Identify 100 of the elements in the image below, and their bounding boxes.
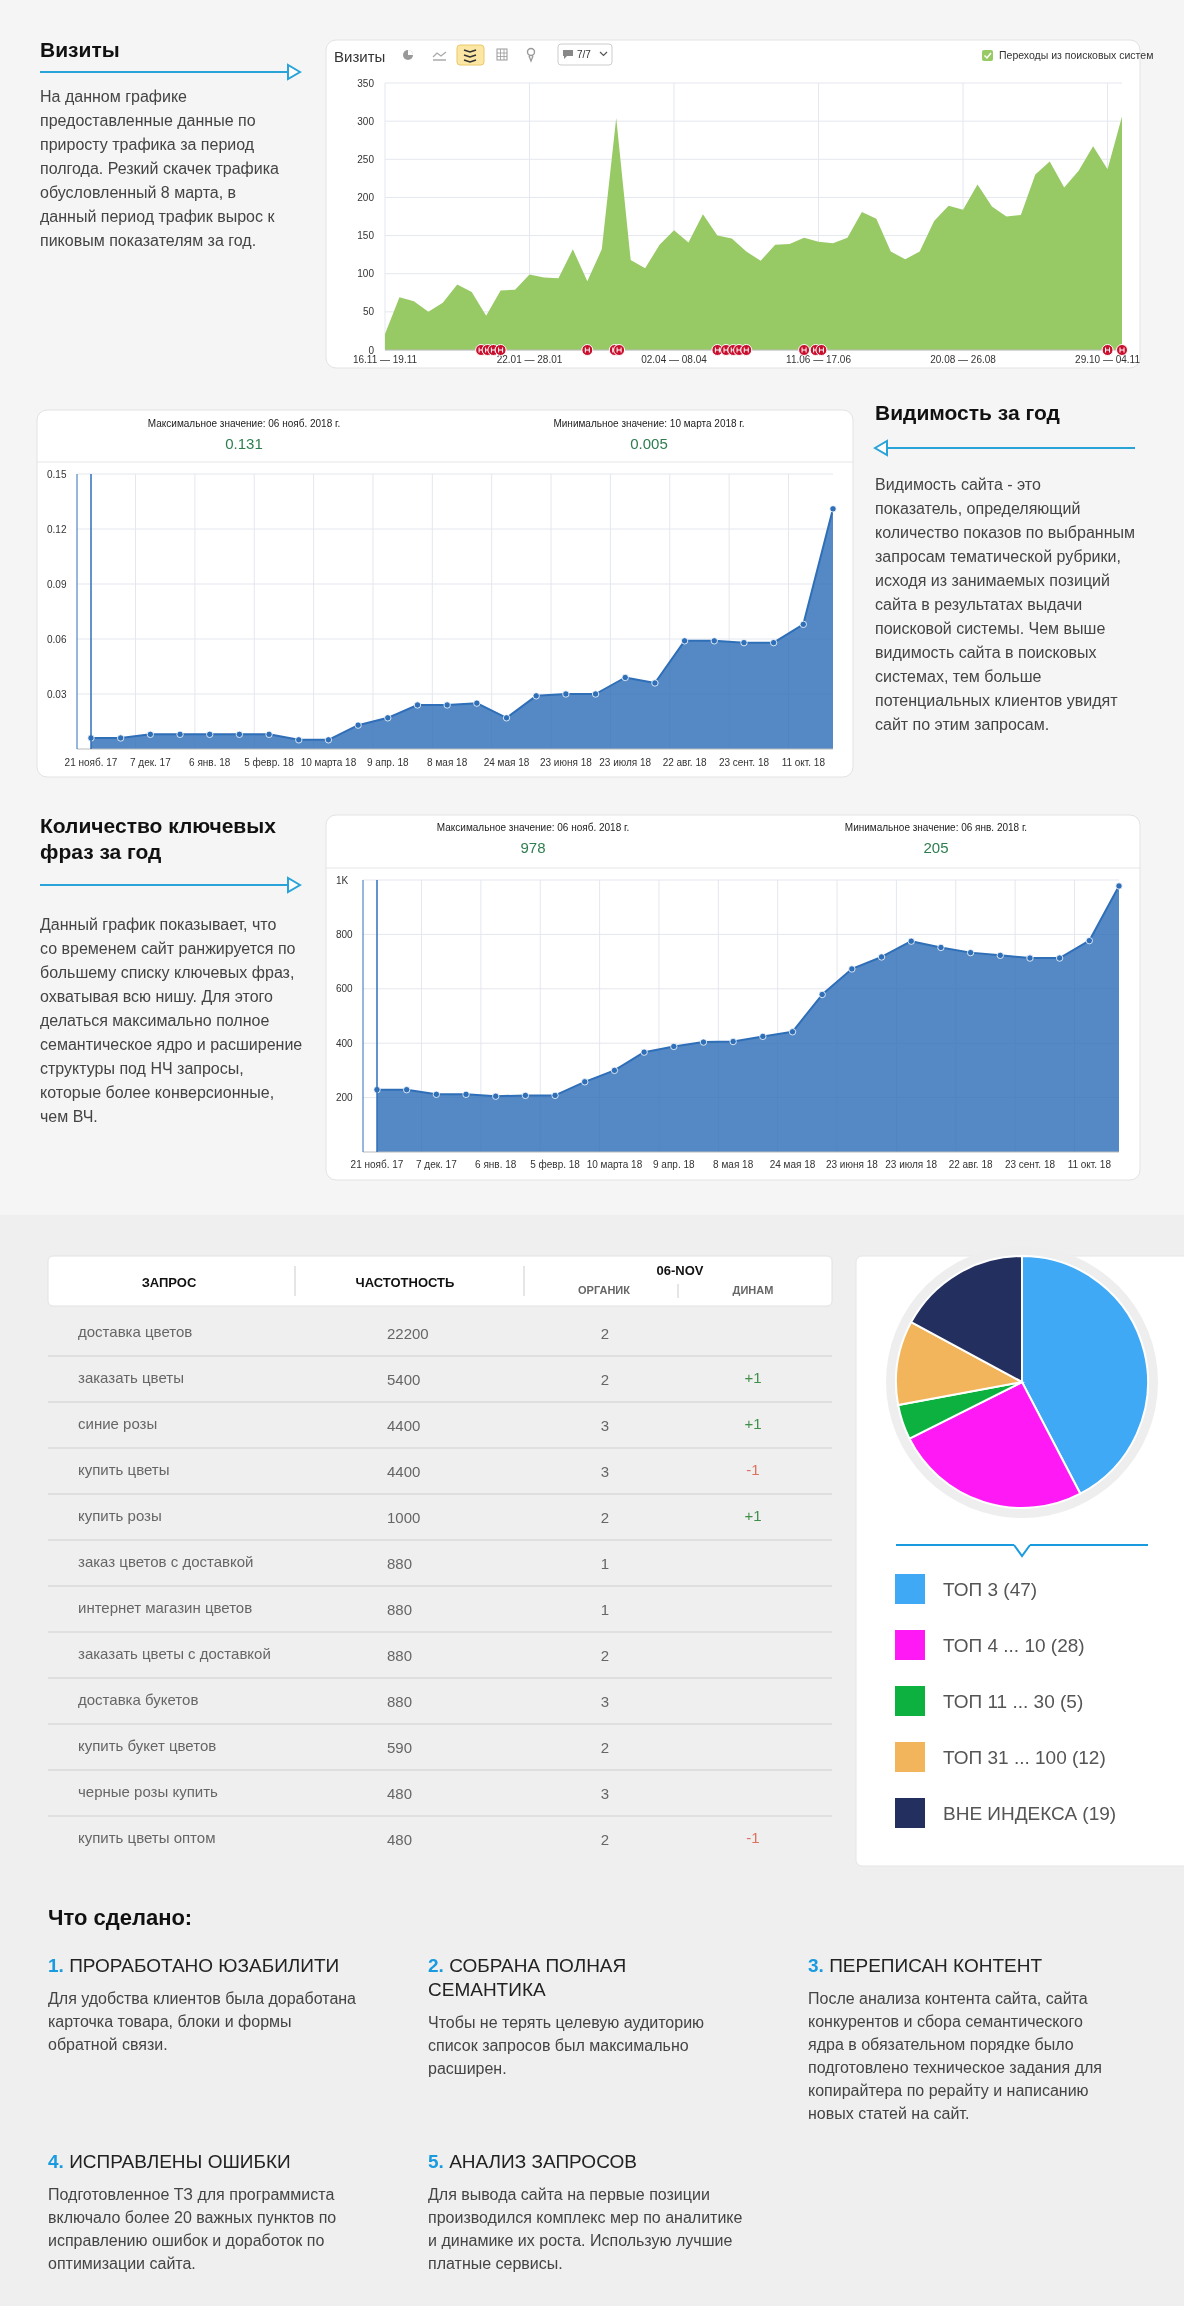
point (473, 699, 481, 707)
legend-label: Переходы из поисковых систем (999, 49, 1154, 61)
point (384, 714, 392, 722)
text: Визиты (40, 38, 120, 61)
data-label: 3 (600, 1693, 610, 1710)
text: 4. ИСПРАВЛЕНЫ ОШИБКИ (48, 2151, 291, 2172)
y-tick-label: 600 (336, 983, 354, 995)
category-label: купить цветы (78, 1461, 170, 1478)
y-tick-label: 0.12 (47, 523, 67, 535)
point (324, 736, 333, 744)
point (206, 730, 214, 738)
x-tick-label: 9 апр. 18 (367, 757, 410, 768)
point (117, 734, 125, 742)
text: Минимальное значение: 10 марта 2018 г. (553, 418, 745, 429)
point (818, 990, 826, 999)
text: ДИНАМ (732, 1284, 774, 1296)
x-tick-label: 11.06 — 17.06 (786, 354, 852, 365)
data-label: 880 (387, 1693, 413, 1710)
data-label: +1 (744, 1507, 762, 1524)
y-tick-label: 0 (368, 344, 375, 356)
point (591, 690, 600, 698)
x-tick-label: 23 июля 18 (599, 757, 652, 768)
x-tick-label: 9 апр. 18 (653, 1159, 696, 1170)
x-tick-label: 16.11 — 19.11 (352, 354, 418, 365)
text: Видимость сайта - это показатель, определяющий количество показов по выбранным запросам тематической рубрики, исходя из занимаемых позиций сайта в результатах выдачи поисковой системы. Чем выше видимость сайта в поисковых системах, тем больше потенциальных клиентов увидят сайт по этим запросам. (875, 476, 1135, 733)
point (354, 721, 362, 729)
data-label: 3 (600, 1785, 610, 1802)
data-label: 2 (600, 1371, 610, 1388)
legend-label: ВНЕ ИНДЕКСА (19) (943, 1803, 1117, 1824)
chart-title: Визиты (334, 48, 386, 65)
data-label: +1 (744, 1415, 762, 1432)
x-tick-label: 21 нояб. 17 (350, 1159, 404, 1170)
point (829, 505, 837, 513)
data-label: 22200 (387, 1325, 429, 1342)
point (967, 949, 975, 957)
y-tick-label: 400 (336, 1037, 354, 1049)
y-tick-label: 1K (336, 874, 349, 886)
point (551, 1091, 559, 1100)
data-label: 2 (600, 1831, 610, 1848)
point (1115, 882, 1123, 890)
text: 0.131 (225, 435, 263, 452)
point (907, 937, 915, 945)
x-tick-label: 24 мая 18 (483, 757, 530, 768)
x-tick-label: 6 янв. 18 (475, 1159, 517, 1170)
point (996, 951, 1004, 959)
text: После анализа контента сайта, сайта конкурентов и сбора семантического ядра в обязательном порядке было подготовлено техническое задания для копирайтера по рерайту и написанию новых статей на сайт. (808, 1990, 1102, 2122)
point (581, 1078, 589, 1086)
point (492, 1092, 500, 1100)
y-tick-label: 0.06 (47, 633, 67, 645)
x-tick-label: 02.04 — 08.04 (641, 354, 708, 365)
data-label: 880 (387, 1647, 413, 1664)
category-label: заказ цветов с доставкой (78, 1553, 254, 1570)
text: Видимость за год (875, 401, 1060, 424)
x-tick-label: 23 сент. 18 (1004, 1159, 1056, 1170)
x-tick-label: 22 авг. 18 (948, 1159, 993, 1170)
category-label: заказать цветы с доставкой (78, 1645, 271, 1662)
data-label: 1 (600, 1601, 610, 1618)
point (462, 1090, 470, 1098)
data-label: 2 (600, 1509, 610, 1526)
data-label: 1 (600, 1555, 610, 1572)
data-label: 3 (600, 1417, 610, 1434)
text: 5. АНАЛИЗ ЗАПРОСОВ (428, 2151, 637, 2172)
data-label: 4400 (387, 1463, 421, 1480)
x-tick-label: 10 марта 18 (586, 1159, 643, 1170)
x-tick-label: 5 февр. 18 (530, 1159, 581, 1170)
text: 2. СОБРАНА ПОЛНАЯ СЕМАНТИКА (428, 1955, 627, 2000)
category-label: синие розы (78, 1415, 158, 1432)
x-tick-label: 23 июня 18 (825, 1159, 879, 1170)
point (413, 701, 422, 709)
point (729, 1037, 737, 1046)
x-tick-label: 8 мая 18 (427, 757, 468, 768)
text: Максимальное значение: 06 нояб. 2018 г. (436, 822, 630, 833)
legend-label: ТОП 31 ... 100 (12) (943, 1747, 1106, 1768)
point (432, 1090, 440, 1098)
text: ОРГАНИК (578, 1284, 631, 1296)
x-tick-label: 6 янв. 18 (189, 757, 231, 768)
data-label: 880 (387, 1601, 413, 1618)
y-tick-label: 0.03 (47, 688, 67, 700)
x-tick-label: 10 марта 18 (300, 757, 357, 768)
x-tick-label: 23 июля 18 (885, 1159, 938, 1170)
text: 1. ПРОРАБОТАНО ЮЗАБИЛИТИ (48, 1955, 340, 1976)
y-tick-label: 200 (336, 1092, 354, 1104)
category-label: доставка цветов (78, 1323, 193, 1340)
text: 205 (923, 839, 949, 856)
legend-title: 06-NOV (656, 1263, 704, 1278)
x-tick-label: 5 февр. 18 (244, 757, 295, 768)
text: Максимальное значение: 06 нояб. 2018 г. (147, 418, 341, 429)
point (740, 639, 748, 647)
y-tick-label: 150 (357, 230, 375, 242)
x-tick-label: 7 дек. 17 (415, 1159, 458, 1170)
point (295, 736, 303, 744)
point (521, 1091, 529, 1100)
point (443, 701, 451, 709)
point (146, 730, 154, 738)
legend-label: ТОП 3 (47) (943, 1579, 1038, 1600)
x-tick-label: 11 окт. 18 (781, 757, 826, 768)
point (176, 730, 184, 738)
point (403, 1086, 411, 1094)
text: Подготовленное ТЗ для программиста включало более 20 важных пунктов по исправлению ошибок и доработок по оптимизации сайта. (48, 2186, 337, 2272)
text: Что сделано: (48, 1905, 193, 1930)
